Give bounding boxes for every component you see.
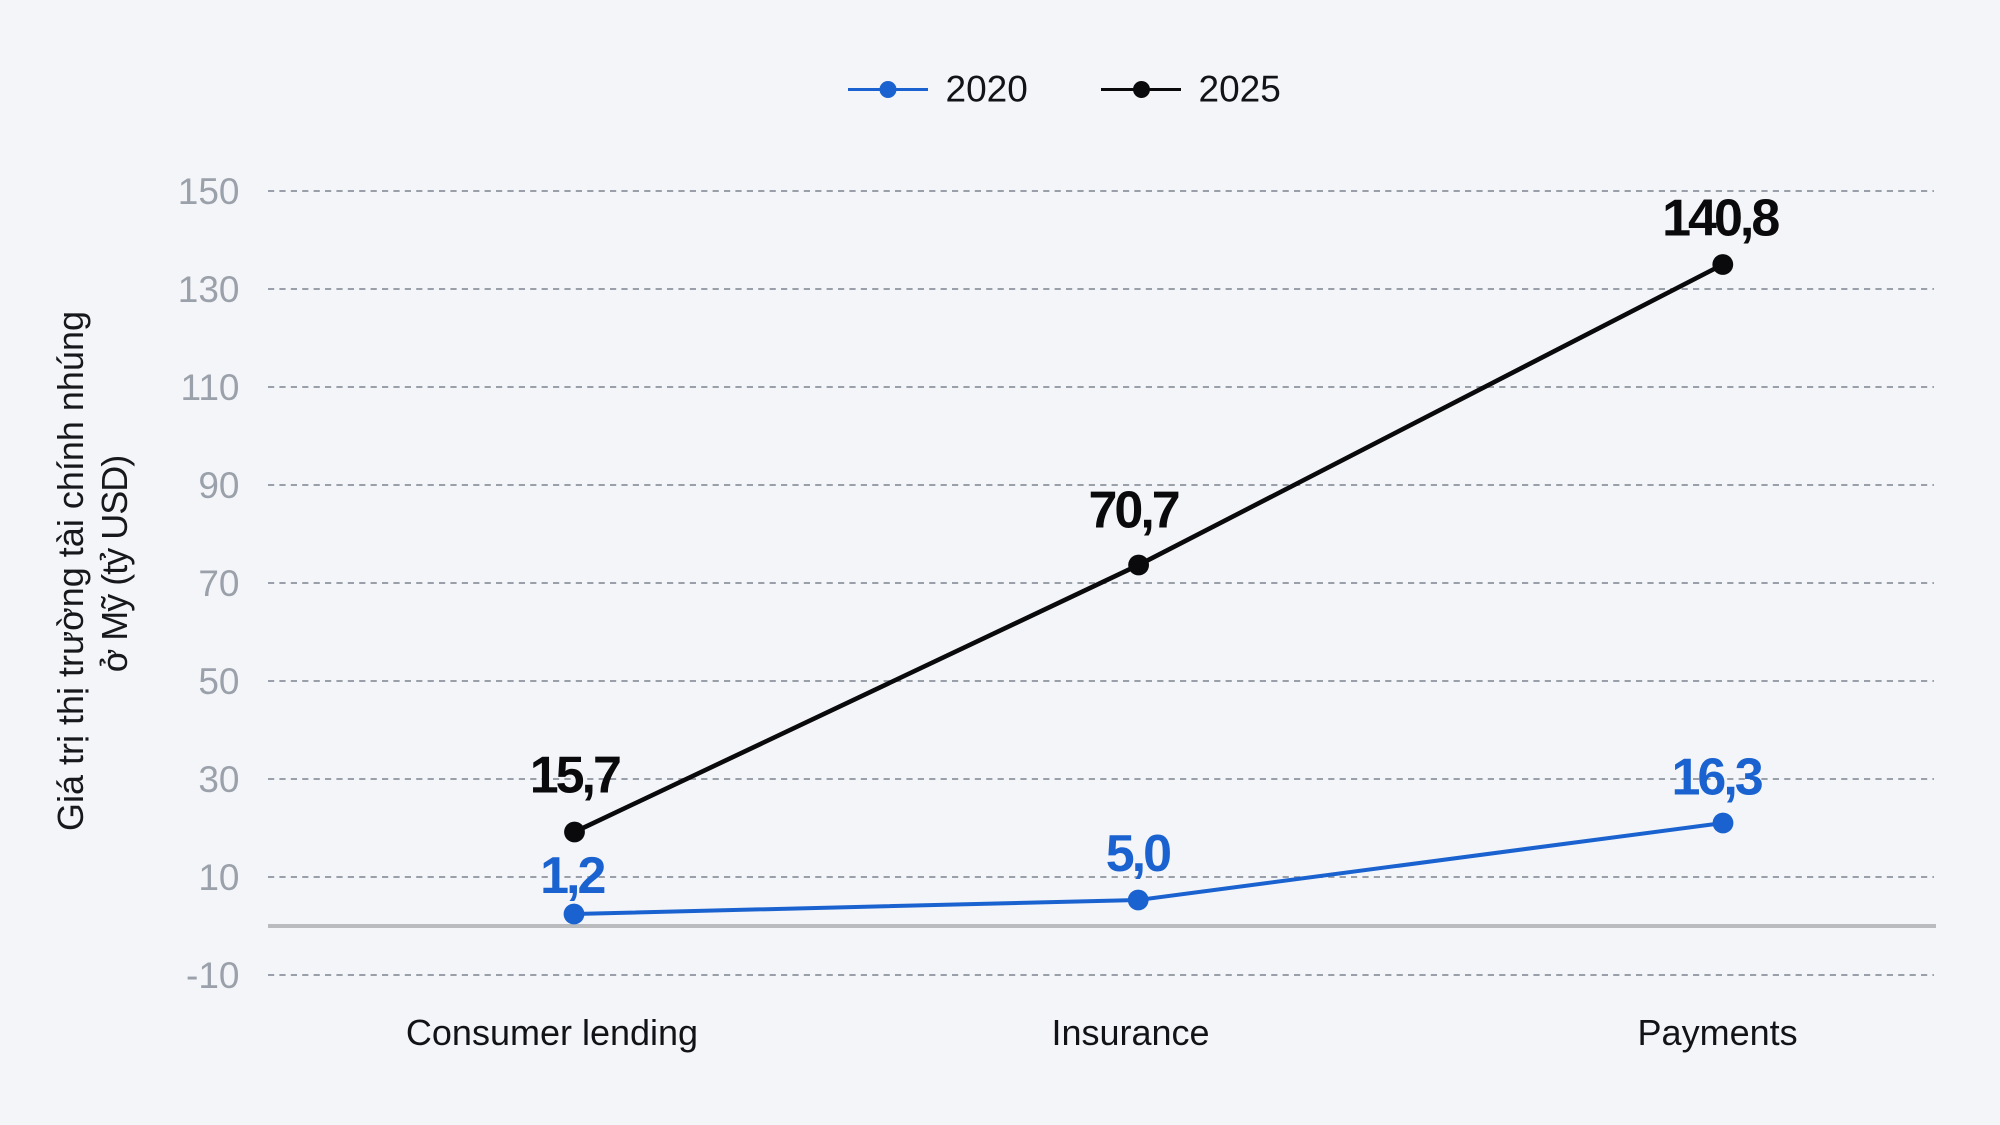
svg-text:16,3: 16,3	[1671, 748, 1762, 806]
svg-text:90: 90	[198, 465, 239, 506]
svg-text:50: 50	[198, 661, 239, 702]
svg-text:10: 10	[198, 857, 239, 898]
svg-text:70,7: 70,7	[1088, 481, 1178, 539]
svg-text:2020: 2020	[946, 69, 1028, 110]
svg-text:110: 110	[181, 367, 240, 408]
svg-text:150: 150	[178, 171, 240, 212]
svg-text:Insurance: Insurance	[1051, 1012, 1209, 1053]
svg-text:5,0: 5,0	[1106, 825, 1170, 883]
svg-text:Giá trị thị trường tài chính n: Giá trị thị trường tài chính nhúng	[50, 311, 91, 831]
svg-text:2025: 2025	[1199, 69, 1281, 110]
svg-text:15,7: 15,7	[530, 746, 620, 804]
svg-text:ở Mỹ (tỷ USD): ở Mỹ (tỷ USD)	[94, 456, 135, 673]
svg-text:140,8: 140,8	[1662, 190, 1779, 248]
svg-text:-10: -10	[186, 955, 239, 996]
svg-text:70: 70	[198, 563, 239, 604]
svg-text:30: 30	[198, 759, 239, 800]
svg-text:1,2: 1,2	[540, 847, 604, 905]
svg-text:130: 130	[178, 269, 240, 310]
svg-text:Consumer lending: Consumer lending	[406, 1012, 698, 1053]
svg-text:Payments: Payments	[1638, 1012, 1798, 1053]
